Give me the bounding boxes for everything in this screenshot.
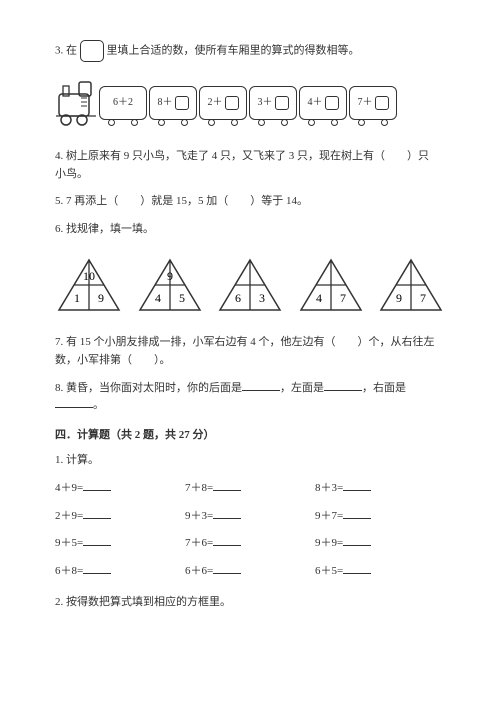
- calc-item: 9＋5=: [55, 535, 185, 553]
- blank-underline: [55, 397, 93, 408]
- car-expr: 6＋2: [113, 95, 133, 111]
- s4-q1-label: 1. 计算。: [55, 452, 445, 470]
- car-expr: 3＋: [258, 95, 273, 111]
- triangle-diagram: 9 7: [377, 256, 445, 314]
- blank-underline: [213, 535, 241, 546]
- problem-3: 3. 在 里填上合适的数，使所有车厢里的算式的得数相等。: [55, 40, 445, 62]
- triangle-diagram: 10 1 9: [55, 256, 123, 314]
- tri-top: 9: [167, 269, 173, 283]
- blank-underline: [324, 380, 362, 391]
- calc-item: 9＋7=: [315, 508, 445, 526]
- calc-expr: 6＋8=: [55, 565, 83, 577]
- p8-mid1: ，左面是: [280, 382, 324, 394]
- p4-line1: 4. 树上原来有 9 只小鸟，飞走了 4 只，又飞来了 3 只，现在树上有（ ）…: [55, 148, 445, 166]
- calc-item: 7＋8=: [185, 480, 315, 498]
- calc-expr: 2＋9=: [55, 510, 83, 522]
- blank-underline: [213, 508, 241, 519]
- problem-5: 5. 7 再添上（ ）就是 15，5 加（ ）等于 14。: [55, 193, 445, 211]
- triangles-row: 10 1 9 9 4 5 6 3 4 7 9 7: [55, 256, 445, 314]
- calc-expr: 9＋5=: [55, 537, 83, 549]
- triangle-diagram: 9 4 5: [136, 256, 204, 314]
- s4-q2-label: 2. 按得数把算式填到相应的方框里。: [55, 594, 445, 612]
- tri-right: 9: [98, 291, 104, 305]
- problem-6: 6. 找规律，填一填。: [55, 221, 445, 239]
- train-car: 6＋2: [99, 86, 147, 120]
- blank-underline: [343, 480, 371, 491]
- blank-underline: [83, 535, 111, 546]
- car-expr: 7＋: [358, 95, 373, 111]
- blank-underline: [83, 508, 111, 519]
- p8-mid2: ，右面是: [362, 382, 406, 394]
- car-blank-icon: [325, 96, 339, 110]
- tri-right: 3: [259, 291, 265, 305]
- calc-expr: 7＋6=: [185, 537, 213, 549]
- car-blank-icon: [225, 96, 239, 110]
- calc-item: 2＋9=: [55, 508, 185, 526]
- car-expr: 4＋: [308, 95, 323, 111]
- tri-right: 7: [420, 291, 426, 305]
- calc-expr: 4＋9=: [55, 482, 83, 494]
- train-diagram: 6＋2 8＋ 2＋ 3＋ 4＋ 7＋: [55, 80, 445, 126]
- train-car: 2＋: [199, 86, 247, 120]
- calc-item: 4＋9=: [55, 480, 185, 498]
- p3-text-b: 里填上合适的数，使所有车厢里的算式的得数相等。: [107, 45, 360, 57]
- tri-left: 1: [74, 291, 80, 305]
- calc-expr: 6＋6=: [185, 565, 213, 577]
- blank-underline: [343, 535, 371, 546]
- calc-item: 7＋6=: [185, 535, 315, 553]
- blank-box-icon: [80, 40, 104, 62]
- p7-line2: 数，小军排第（ ）。: [55, 352, 445, 370]
- tri-left: 4: [316, 291, 322, 305]
- calc-expr: 6＋5=: [315, 565, 343, 577]
- blank-underline: [343, 563, 371, 574]
- calc-expr: 8＋3=: [315, 482, 343, 494]
- tri-right: 5: [179, 291, 185, 305]
- blank-underline: [83, 480, 111, 491]
- car-blank-icon: [175, 96, 189, 110]
- blank-underline: [343, 508, 371, 519]
- car-expr: 8＋: [158, 95, 173, 111]
- blank-underline: [242, 380, 280, 391]
- tri-left: 4: [155, 291, 161, 305]
- problem-4: 4. 树上原来有 9 只小鸟，飞走了 4 只，又飞来了 3 只，现在树上有（ ）…: [55, 148, 445, 183]
- tri-top: 10: [83, 269, 95, 283]
- problem-8: 8. 黄昏，当你面对太阳时，你的后面是 ，左面是 ，右面是 。: [55, 380, 445, 415]
- locomotive-icon: [55, 80, 99, 126]
- p4-line2: 小鸟。: [55, 166, 445, 184]
- calc-item: 6＋6=: [185, 563, 315, 581]
- car-blank-icon: [275, 96, 289, 110]
- calc-item: 9＋3=: [185, 508, 315, 526]
- p7-line1: 7. 有 15 个小朋友排成一排，小军右边有 4 个，他左边有（ ）个，从右往左: [55, 334, 445, 352]
- calc-expr: 9＋7=: [315, 510, 343, 522]
- p8-prefix: 8. 黄昏，当你面对太阳时，你的后面是: [55, 382, 242, 394]
- problem-7: 7. 有 15 个小朋友排成一排，小军右边有 4 个，他左边有（ ）个，从右往左…: [55, 334, 445, 369]
- calc-grid: 4＋9= 7＋8= 8＋3= 2＋9= 9＋3= 9＋7= 9＋5= 7＋6= …: [55, 480, 445, 580]
- calc-expr: 7＋8=: [185, 482, 213, 494]
- blank-underline: [213, 480, 241, 491]
- calc-item: 9＋9=: [315, 535, 445, 553]
- tri-right: 7: [340, 291, 346, 305]
- p8-end: 。: [93, 399, 104, 411]
- section-4-title: 四．计算题（共 2 题，共 27 分）: [55, 427, 445, 445]
- calc-expr: 9＋3=: [185, 510, 213, 522]
- tri-left: 6: [235, 291, 241, 305]
- car-blank-icon: [375, 96, 389, 110]
- calc-expr: 9＋9=: [315, 537, 343, 549]
- calc-item: 6＋8=: [55, 563, 185, 581]
- train-car: 7＋: [349, 86, 397, 120]
- train-car: 8＋: [149, 86, 197, 120]
- calc-item: 8＋3=: [315, 480, 445, 498]
- triangle-diagram: 4 7: [297, 256, 365, 314]
- triangle-diagram: 6 3: [216, 256, 284, 314]
- train-car: 3＋: [249, 86, 297, 120]
- tri-left: 9: [396, 291, 402, 305]
- blank-underline: [213, 563, 241, 574]
- car-expr: 2＋: [208, 95, 223, 111]
- train-car: 4＋: [299, 86, 347, 120]
- calc-item: 6＋5=: [315, 563, 445, 581]
- p3-text-a: 3. 在: [55, 45, 77, 57]
- blank-underline: [83, 563, 111, 574]
